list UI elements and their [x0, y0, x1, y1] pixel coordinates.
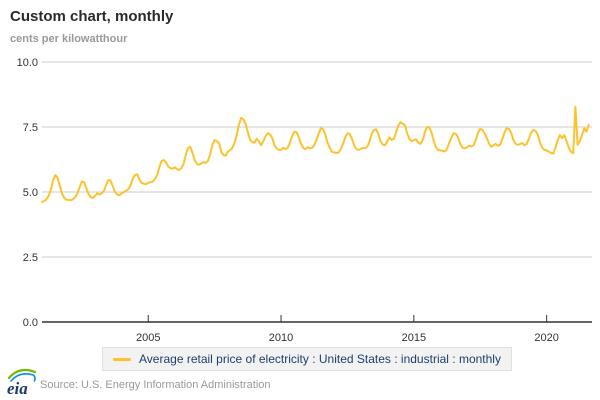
legend-series-label: Average retail price of electricity : Un…	[139, 352, 501, 366]
x-tick-label: 2015	[402, 332, 426, 344]
x-tick-label: 2005	[136, 332, 160, 344]
y-axis-units-label: cents per kilowatthour	[10, 33, 128, 45]
eia-logo-green-swoosh-icon	[7, 368, 37, 380]
legend-line-swatch	[113, 357, 132, 361]
price-chart-plot: 0.0 2.5 5.0 7.5 10.0 2005 2010 2015 2020	[17, 57, 592, 344]
x-tick-label: 2010	[269, 332, 293, 344]
y-tick-label: 2.5	[23, 252, 38, 264]
price-line-series	[41, 105, 590, 203]
x-tick-label: 2020	[534, 332, 558, 344]
eia-logo-text: eia	[7, 379, 28, 397]
eia-logo-blue-swoosh-icon	[10, 373, 36, 382]
source-attribution: Source: U.S. Energy Information Administ…	[40, 379, 271, 391]
legend-item[interactable]: Average retail price of electricity : Un…	[102, 347, 512, 371]
y-tick-label: 10.0	[17, 57, 38, 69]
eia-logo: eia	[7, 368, 37, 397]
y-tick-label: 0.0	[23, 317, 38, 329]
page-title: Custom chart, monthly	[10, 8, 174, 25]
y-tick-label: 5.0	[23, 187, 38, 199]
y-tick-label: 7.5	[23, 122, 38, 134]
